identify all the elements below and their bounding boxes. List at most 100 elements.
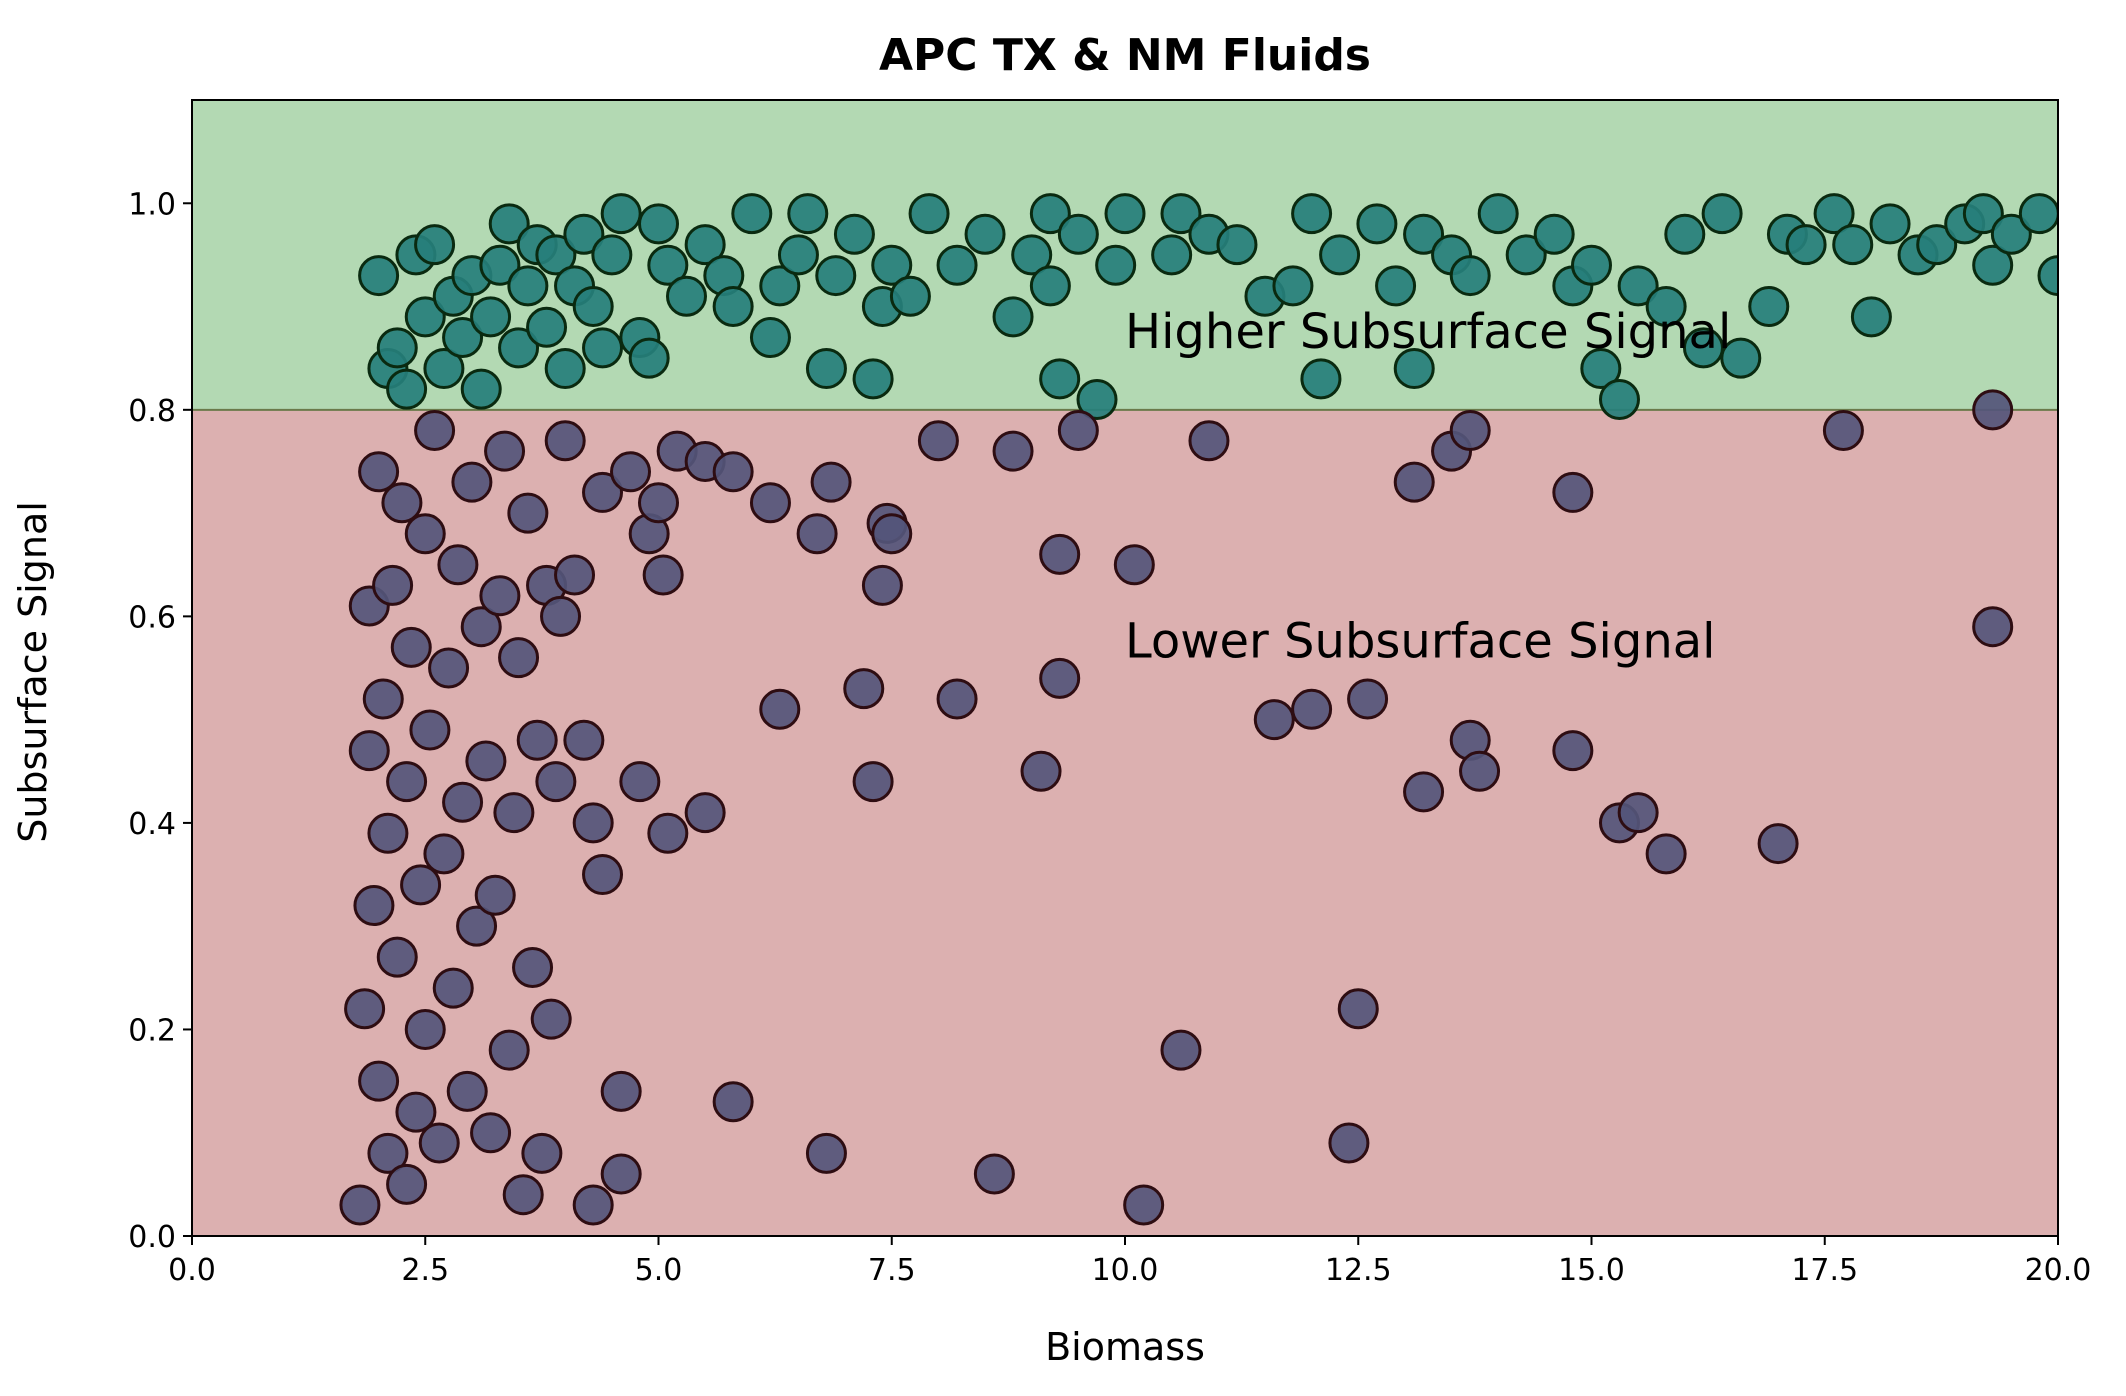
low-signal-point [917,420,959,462]
high-signal-point [665,275,707,317]
high-signal-point [572,286,614,328]
low-signal-point [1347,678,1389,720]
x-axis-ticks: 0.0 2.5 5.0 7.5 10.0 12.5 15.0 17.5 20.0 [168,1236,2091,1288]
low-signal-point [404,513,446,555]
y-tick-label: 0.4 [128,807,176,842]
low-signal-point [404,1008,446,1050]
x-tick-label: 2.5 [401,1253,449,1288]
high-signal-point [1785,224,1827,266]
high-signal-point [805,348,847,390]
low-signal-point [1113,544,1155,586]
y-axis-ticks: 0.0 0.2 0.4 0.6 0.8 1.0 [128,187,192,1255]
high-signal-point [2018,193,2058,235]
low-signal-point [647,812,689,854]
low-signal-point [642,554,684,596]
low-signal-point [386,761,428,803]
high-signal-point [628,337,670,379]
high-signal-point [2037,255,2058,297]
high-signal-point [414,224,456,266]
high-signal-point [1160,193,1202,235]
high-signal-point [815,255,857,297]
high-signal-point [908,193,950,235]
low-signal-point [540,595,582,637]
low-signal-point [460,606,502,648]
high-signal-point [777,234,819,276]
low-signal-point [530,998,572,1040]
y-tick-label: 0.6 [128,600,176,635]
low-signal-point [1972,389,2014,431]
low-signal-point [871,513,913,555]
low-signal-point [759,688,801,730]
higher-signal-label: Higher Subsurface Signal [1125,304,1731,360]
low-signal-point [973,1153,1015,1195]
low-signal-point [796,513,838,555]
high-signal-point [1505,234,1547,276]
high-signal-point [1832,224,1874,266]
low-signal-point [339,1184,381,1226]
low-signal-point [582,854,624,896]
high-signal-point [470,296,512,338]
y-tick-label: 0.0 [128,1220,176,1255]
high-signal-point [460,368,502,410]
high-signal-point [535,234,577,276]
low-signal-point [395,1091,437,1133]
low-signal-point [465,740,507,782]
low-signal-point [381,482,423,524]
high-signal-point [1300,358,1342,400]
low-signal-point [479,575,521,617]
high-signal-point [1617,265,1659,307]
low-signal-point [1617,792,1659,834]
low-signal-point [451,461,493,503]
high-signal-point [544,348,586,390]
x-tick-label: 5.0 [635,1253,683,1288]
low-signal-point [386,1163,428,1205]
high-signal-point [871,244,913,286]
chart-title: APC TX & NM Fluids [879,30,1371,81]
high-signal-point [507,265,549,307]
x-tick-label: 20.0 [2025,1253,2092,1288]
low-signal-point [1123,1184,1165,1226]
y-tick-label: 0.2 [128,1013,176,1048]
high-signal-point [1029,265,1071,307]
low-signal-point [600,1070,642,1112]
high-signal-point [1720,337,1762,379]
high-signal-point [1403,213,1445,255]
high-signal-point [563,213,605,255]
low-signal-point [409,709,451,751]
low-signal-point [619,761,661,803]
high-signal-point [591,234,633,276]
low-signal-point [521,1132,563,1174]
low-signal-point [446,1070,488,1112]
high-signal-point [852,358,894,400]
low-signal-point [1188,420,1230,462]
high-signal-point [358,255,400,297]
low-signal-point [1057,409,1099,451]
lower-signal-label: Lower Subsurface Signal [1125,614,1716,670]
high-signal-point [1972,244,2014,286]
high-signal-point [1356,203,1398,245]
low-signal-point [358,451,400,493]
low-signal-point [390,626,432,668]
low-signal-point [502,1174,544,1216]
high-signal-point [488,203,530,245]
high-signal-point [526,306,568,348]
low-signal-point [400,864,442,906]
high-signal-point [638,203,679,245]
low-signal-point [358,1060,400,1102]
high-signal-point [1272,265,1314,307]
high-signal-point [1748,286,1790,328]
y-tick-label: 0.8 [128,394,176,429]
high-signal-point [1645,286,1687,328]
low-signal-point [372,564,414,606]
low-signal-point [1160,1029,1202,1071]
low-signal-point [544,420,586,462]
high-signal-point [712,286,754,328]
low-signal-point [428,647,470,689]
high-signal-point [759,265,801,307]
low-signal-point [684,792,726,834]
low-signal-point [610,451,652,493]
low-signal-point [348,730,390,772]
high-signal-point [1813,193,1855,235]
low-signal-point [582,471,624,513]
high-signal-point [1095,244,1137,286]
